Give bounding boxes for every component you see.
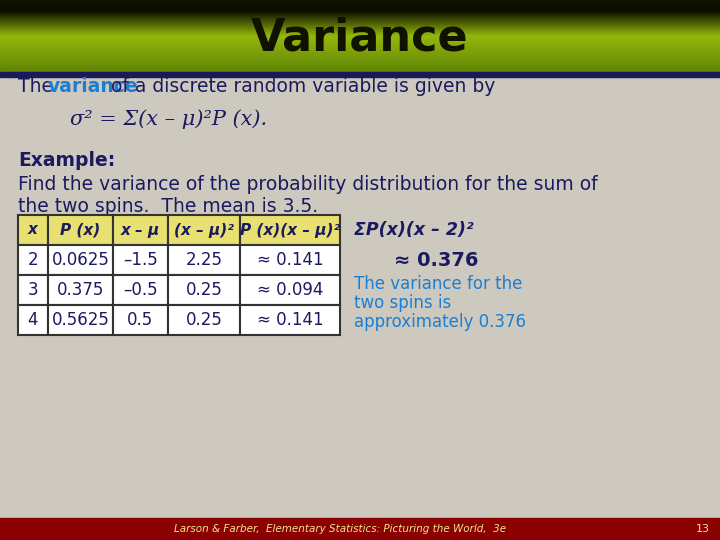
Bar (113, 215, 168, 245)
Bar (48, 275, 113, 305)
Text: approximately 0.376: approximately 0.376 (354, 313, 526, 331)
Text: two spins is: two spins is (354, 294, 451, 312)
Bar (168, 245, 240, 275)
Text: 0.5625: 0.5625 (52, 311, 109, 329)
Bar (168, 215, 240, 245)
Text: Find the variance of the probability distribution for the sum of: Find the variance of the probability dis… (18, 175, 598, 194)
Text: ≈ 0.376: ≈ 0.376 (394, 251, 479, 269)
Text: –0.5: –0.5 (123, 281, 158, 299)
Text: Variance: Variance (251, 17, 469, 59)
Bar (18, 275, 48, 305)
Text: 0.375: 0.375 (57, 281, 104, 299)
Bar (0, 72, 720, 77)
Text: ≈ 0.141: ≈ 0.141 (257, 251, 323, 269)
Text: 0.25: 0.25 (186, 281, 222, 299)
Text: The variance for the: The variance for the (354, 275, 523, 293)
Text: variance: variance (48, 77, 139, 96)
Text: 0.5: 0.5 (127, 311, 153, 329)
Bar (113, 245, 168, 275)
Text: 2.25: 2.25 (186, 251, 222, 269)
Text: 2: 2 (27, 251, 38, 269)
Text: Example:: Example: (18, 151, 115, 170)
Text: The: The (18, 77, 59, 96)
Text: x – μ: x – μ (121, 222, 160, 238)
Text: of a discrete random variable is given by: of a discrete random variable is given b… (105, 77, 495, 96)
Text: 4: 4 (28, 311, 38, 329)
Bar (48, 305, 113, 335)
Bar (18, 215, 48, 245)
Bar (0, 518, 720, 540)
Bar (18, 305, 48, 335)
Text: Larson & Farber,  Elementary Statistics: Picturing the World,  3e: Larson & Farber, Elementary Statistics: … (174, 524, 506, 534)
Bar (113, 275, 168, 305)
Text: 0.25: 0.25 (186, 311, 222, 329)
Text: (x – μ)²: (x – μ)² (174, 222, 234, 238)
Text: ΣP(x)(x – 2)²: ΣP(x)(x – 2)² (354, 221, 474, 239)
Bar (168, 275, 240, 305)
Text: x: x (28, 222, 38, 238)
Text: ≈ 0.094: ≈ 0.094 (257, 281, 323, 299)
Text: 0.0625: 0.0625 (52, 251, 109, 269)
Bar (48, 245, 113, 275)
Bar (240, 305, 340, 335)
Bar (48, 215, 113, 245)
Text: 13: 13 (696, 524, 710, 534)
Text: P (x)(x – μ)²: P (x)(x – μ)² (240, 222, 340, 238)
Text: 3: 3 (27, 281, 38, 299)
Bar (168, 305, 240, 335)
Bar (18, 245, 48, 275)
Text: σ² = Σ(x – μ)²P (x).: σ² = Σ(x – μ)²P (x). (70, 109, 267, 129)
Text: the two spins.  The mean is 3.5.: the two spins. The mean is 3.5. (18, 197, 318, 216)
Bar (240, 215, 340, 245)
Text: ≈ 0.141: ≈ 0.141 (257, 311, 323, 329)
Text: P (x): P (x) (60, 222, 101, 238)
Bar (113, 305, 168, 335)
Bar (0, 0, 720, 4)
Bar (240, 275, 340, 305)
Bar (240, 245, 340, 275)
Text: –1.5: –1.5 (123, 251, 158, 269)
